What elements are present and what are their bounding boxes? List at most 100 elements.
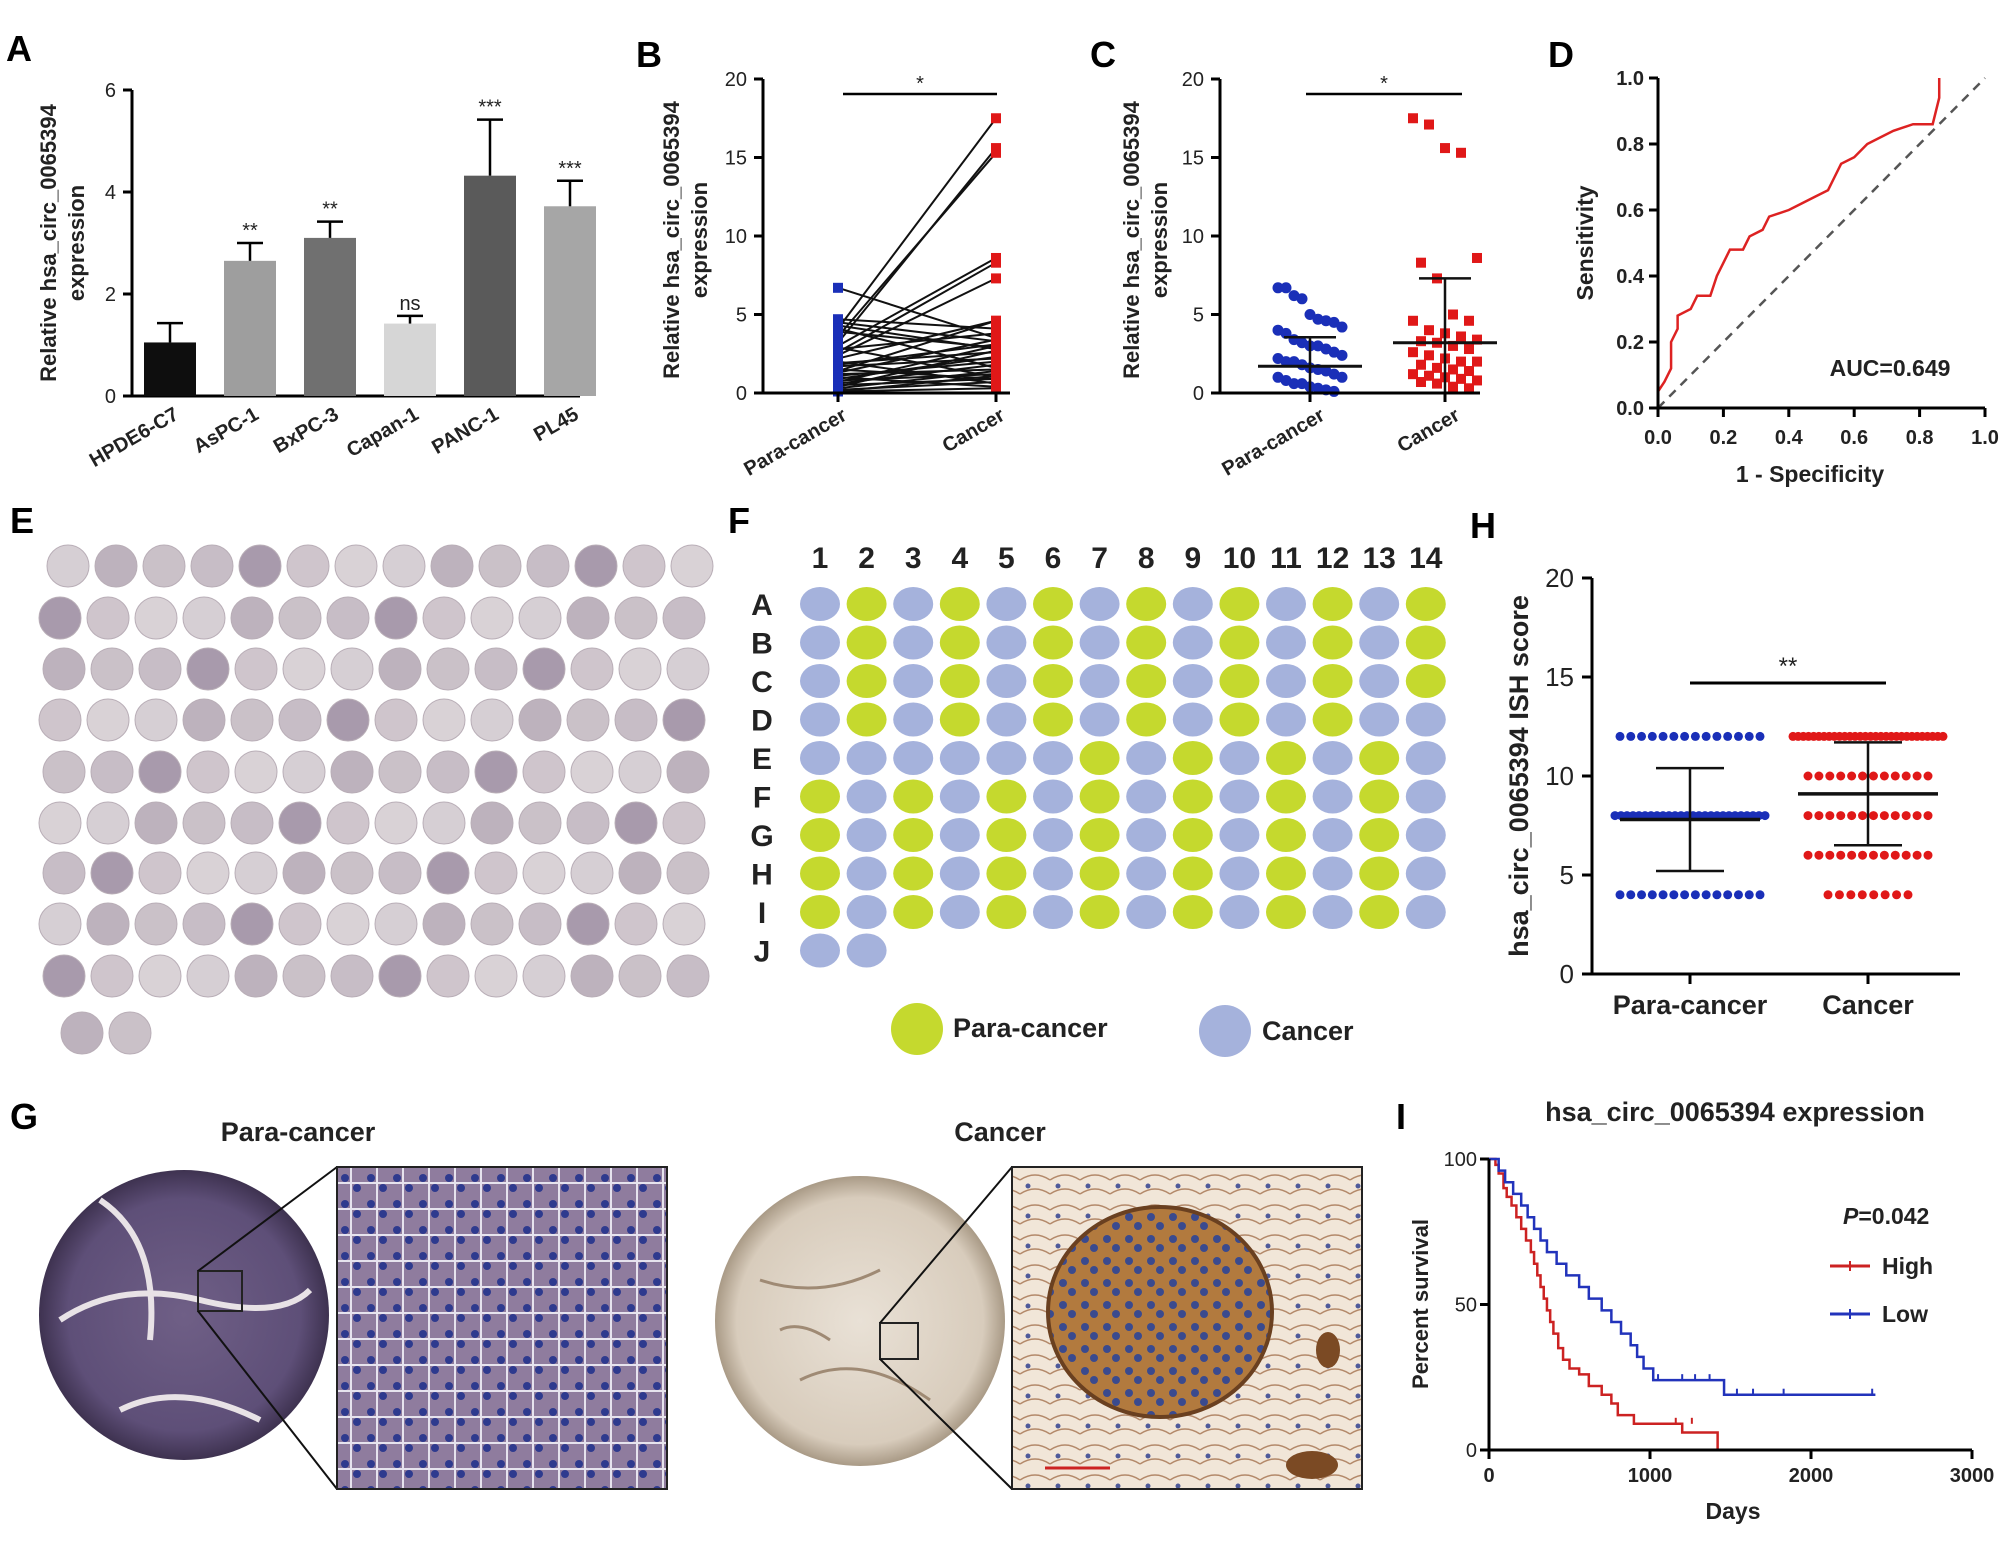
significance-label: * <box>1380 73 1388 95</box>
tissue-core <box>378 750 422 794</box>
y-tick-label: 5 <box>1560 860 1574 890</box>
row-label: B <box>751 628 773 661</box>
tma-well <box>800 818 840 852</box>
survival-curve-high <box>1489 1157 1719 1450</box>
tissue-core <box>182 801 226 845</box>
tma-well <box>846 856 887 891</box>
cancer-point <box>991 328 1001 339</box>
tissue-core <box>618 851 662 895</box>
row-label: J <box>754 936 771 969</box>
x-tick-label: 0.0 <box>1644 427 1672 449</box>
para-point <box>833 326 843 337</box>
para-point <box>833 347 843 358</box>
tissue-core <box>566 698 610 742</box>
para-point <box>1280 356 1292 368</box>
tma-well <box>1359 741 1400 775</box>
para-point <box>1626 731 1636 741</box>
tma-well <box>1359 818 1400 852</box>
y-tick-label: 0.2 <box>1616 332 1644 354</box>
tissue-core <box>522 647 566 691</box>
tissue-core <box>134 801 178 845</box>
para-point <box>1744 890 1754 900</box>
tma-well <box>1405 818 1446 852</box>
para-point <box>833 356 843 367</box>
x-tick-label: 0.4 <box>1775 427 1804 449</box>
column-label: 3 <box>905 542 922 575</box>
tma-well <box>939 741 980 775</box>
para-cancer-magnified <box>336 1166 668 1490</box>
para-point <box>1748 811 1758 821</box>
para-point <box>833 314 843 325</box>
y-tick-label: 10 <box>1182 226 1204 248</box>
cancer-point <box>991 339 1001 350</box>
x-tick-label: BxPC-3 <box>270 403 343 458</box>
tma-well <box>939 818 980 852</box>
tissue-core <box>430 544 474 588</box>
y-tick-label: 50 <box>1455 1295 1477 1317</box>
para-point <box>1622 811 1632 821</box>
cancer-point <box>991 257 1001 268</box>
cancer-point <box>1432 362 1442 373</box>
significance-label: ** <box>1779 653 1798 680</box>
tissue-core <box>670 544 714 588</box>
cancer-point <box>991 373 1001 384</box>
cancer-core <box>715 1176 1005 1466</box>
cancer-point <box>1793 731 1803 741</box>
tissue-core <box>108 1011 152 1055</box>
cancer-point <box>1448 364 1458 375</box>
tissue-core <box>90 851 134 895</box>
para-point <box>1680 890 1690 900</box>
pair-line <box>837 330 997 349</box>
column-label: 2 <box>858 542 875 575</box>
tma-well <box>1126 741 1167 775</box>
tissue-core <box>570 851 614 895</box>
cancer-point <box>1825 850 1835 860</box>
cancer-point <box>1424 119 1434 130</box>
pair-line <box>837 351 997 365</box>
tissue-core <box>474 750 518 794</box>
cancer-point <box>1464 366 1474 377</box>
tma-well <box>1126 856 1167 891</box>
cancer-point <box>1858 811 1868 821</box>
legend-para-swatch <box>891 1003 943 1055</box>
panel-letter-d: D <box>1548 34 1574 75</box>
para-point <box>1312 313 1324 325</box>
cancer-point <box>1901 771 1911 781</box>
cancer-point <box>1860 731 1870 741</box>
cancer-point <box>1880 890 1890 900</box>
tma-well <box>893 702 934 737</box>
tissue-core <box>666 647 710 691</box>
cancer-point <box>1825 811 1835 821</box>
cancer-point <box>1424 350 1434 361</box>
para-point <box>833 369 843 380</box>
y-axis-title-line1: Relative hsa_circ_0065394 <box>659 100 684 378</box>
cancer-point <box>1416 336 1426 347</box>
tma-well <box>939 625 980 660</box>
tissue-core <box>566 801 610 845</box>
tma-well <box>939 702 980 737</box>
cancer-zoom-line-top <box>879 1166 1013 1324</box>
pair-line <box>837 152 997 338</box>
cancer-point <box>1923 811 1933 821</box>
para-zoom-line-top <box>197 1166 338 1272</box>
panel-letter-i: I <box>1396 1096 1407 1137</box>
cancer-point <box>1901 850 1911 860</box>
tissue-core <box>470 596 514 640</box>
cancer-point <box>1933 731 1943 741</box>
tma-well <box>1219 587 1260 621</box>
para-point <box>833 359 843 370</box>
cancer-point <box>1456 147 1466 158</box>
tma-well <box>1079 856 1120 891</box>
tma-well <box>1079 702 1120 737</box>
para-point <box>1724 811 1734 821</box>
cancer-point <box>991 370 1001 381</box>
cancer-point <box>991 366 1001 377</box>
tissue-core <box>42 750 86 794</box>
tissue-core <box>378 954 422 998</box>
y-tick-label: 20 <box>1545 563 1574 593</box>
tma-well <box>1033 779 1073 814</box>
cancer-point <box>1890 850 1900 860</box>
row-label: F <box>753 782 771 815</box>
